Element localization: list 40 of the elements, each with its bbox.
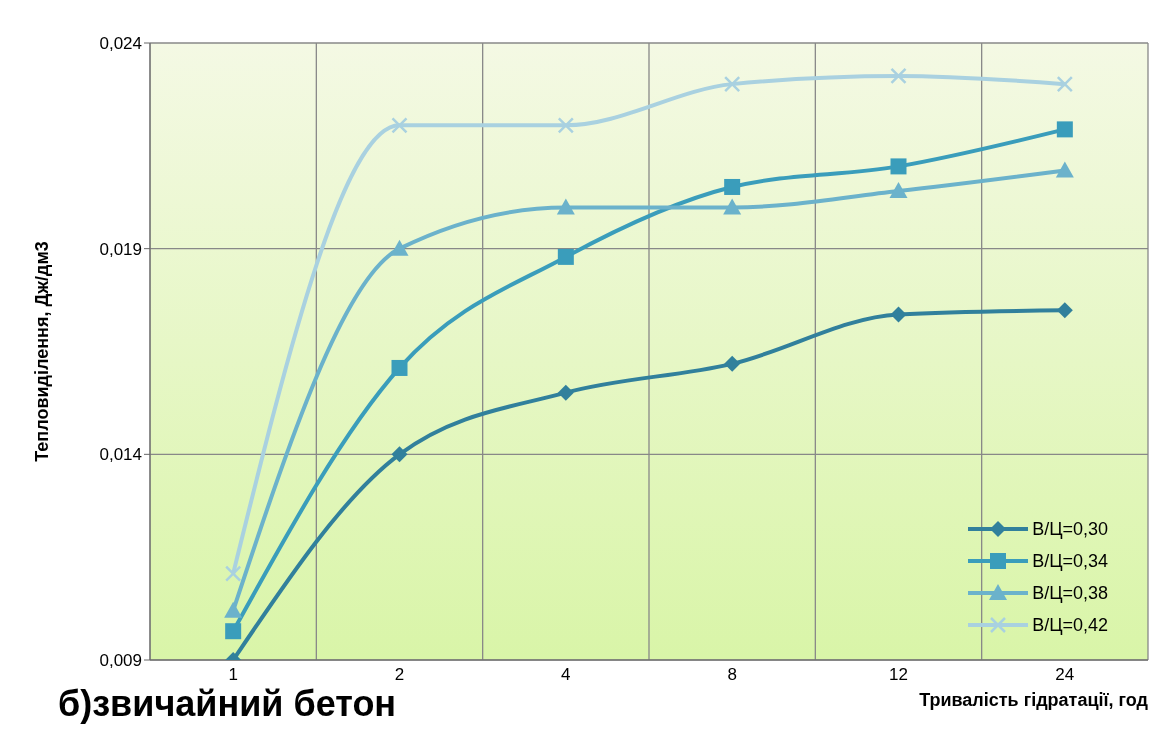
- y-tick-label: 0,019: [99, 239, 142, 259]
- point: [1056, 75, 1074, 93]
- point: [724, 178, 741, 195]
- point: [1055, 161, 1074, 178]
- point: [556, 198, 575, 215]
- point: [224, 565, 242, 582]
- x-tick-label: 4: [561, 665, 571, 685]
- point: [391, 359, 408, 376]
- point: [1056, 302, 1073, 319]
- point: [557, 248, 574, 265]
- point: [1056, 121, 1073, 138]
- point: [723, 198, 742, 215]
- y-tick-label: 0,024: [99, 34, 142, 54]
- y-tick-label: 0,009: [99, 651, 142, 671]
- point: [723, 75, 741, 93]
- text: б)звичайний бетон: [58, 683, 397, 725]
- x-tick-label: 1: [228, 665, 238, 685]
- x-tick-label: 24: [1055, 665, 1075, 685]
- point: [557, 384, 574, 401]
- point: [390, 239, 409, 256]
- point: [890, 158, 907, 175]
- legend-label: В/Ц=0,34: [1032, 550, 1108, 572]
- point: [225, 623, 242, 640]
- x-tick-label: 2: [394, 665, 405, 685]
- point: [557, 117, 575, 134]
- y-tick-label: 0,014: [99, 445, 142, 465]
- point: [890, 306, 907, 323]
- point: [890, 67, 907, 85]
- x-tick-label: 12: [889, 665, 908, 685]
- legend-label: В/Ц=0,38: [1032, 582, 1108, 604]
- legend-label: В/Ц=0,30: [1032, 518, 1108, 540]
- legend-label: В/Ц=0,42: [1032, 614, 1108, 636]
- point: [391, 117, 408, 134]
- point: [889, 182, 908, 199]
- point: [724, 355, 741, 372]
- x-axis-title: Тривалість гідратації, год: [919, 690, 1148, 711]
- point: [224, 601, 243, 618]
- x-tick-label: 8: [727, 665, 737, 685]
- y-axis-title: Тепловиділення, Дж/дм3: [31, 241, 53, 462]
- point: [391, 446, 408, 463]
